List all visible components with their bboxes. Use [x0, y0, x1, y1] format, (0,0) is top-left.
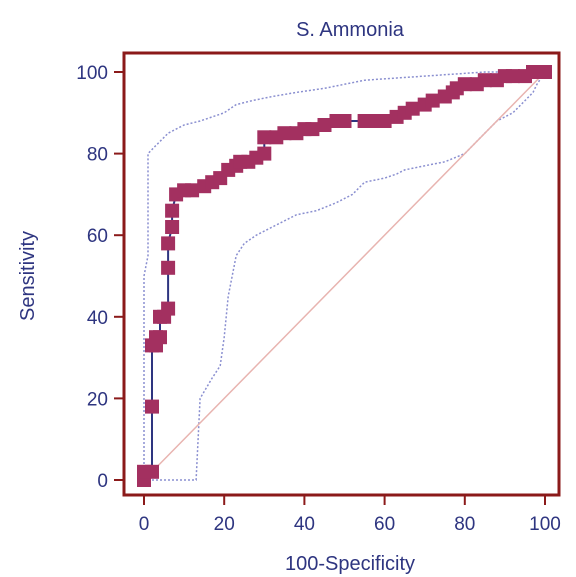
roc-point [337, 114, 352, 128]
diagonal-reference-line [143, 71, 546, 481]
roc-point [145, 464, 159, 479]
roc-point [317, 118, 332, 132]
y-tick-label: 100 [76, 63, 108, 84]
x-tick-label: 100 [529, 514, 561, 535]
roc-point [357, 114, 372, 128]
y-tick-label: 80 [87, 145, 108, 166]
roc-point [377, 114, 392, 128]
roc-point [538, 65, 552, 79]
roc-point [477, 73, 492, 88]
roc-point [185, 183, 200, 198]
y-tick-label: 0 [97, 471, 108, 492]
roc-point [165, 220, 180, 234]
roc-point [153, 330, 167, 345]
roc-point [165, 203, 180, 218]
roc-point [277, 126, 292, 141]
roc-point [257, 146, 272, 161]
roc-point [505, 69, 520, 84]
x-tick-label: 40 [294, 514, 315, 535]
y-tick-label: 20 [87, 389, 108, 410]
roc-point [161, 260, 176, 275]
x-tick-label: 20 [214, 514, 235, 535]
roc-point [425, 93, 440, 108]
x-tick-label: 60 [374, 514, 395, 535]
roc-point [161, 236, 176, 251]
roc-point [405, 101, 420, 116]
chart-title: S. Ammonia [296, 19, 405, 41]
y-tick-label: 40 [87, 308, 108, 329]
roc-point [257, 130, 272, 145]
x-axis-label: 100-Specificity [285, 553, 415, 575]
x-tick-label: 80 [454, 514, 475, 535]
plot-frame [122, 51, 561, 497]
roc-point [305, 122, 320, 137]
x-tick-label: 0 [139, 514, 150, 535]
y-tick-label: 60 [87, 226, 108, 247]
plot-area [137, 65, 552, 487]
roc-point [145, 399, 159, 414]
axis-ticks: 0 0 20 20 40 40 60 60 80 80 100 100 [76, 63, 561, 535]
roc-point [161, 301, 176, 316]
roc-point [526, 65, 540, 79]
ci-upper-confidence-line [143, 71, 545, 480]
roc-point [457, 77, 472, 92]
y-axis-label: Sensitivity [17, 231, 39, 321]
